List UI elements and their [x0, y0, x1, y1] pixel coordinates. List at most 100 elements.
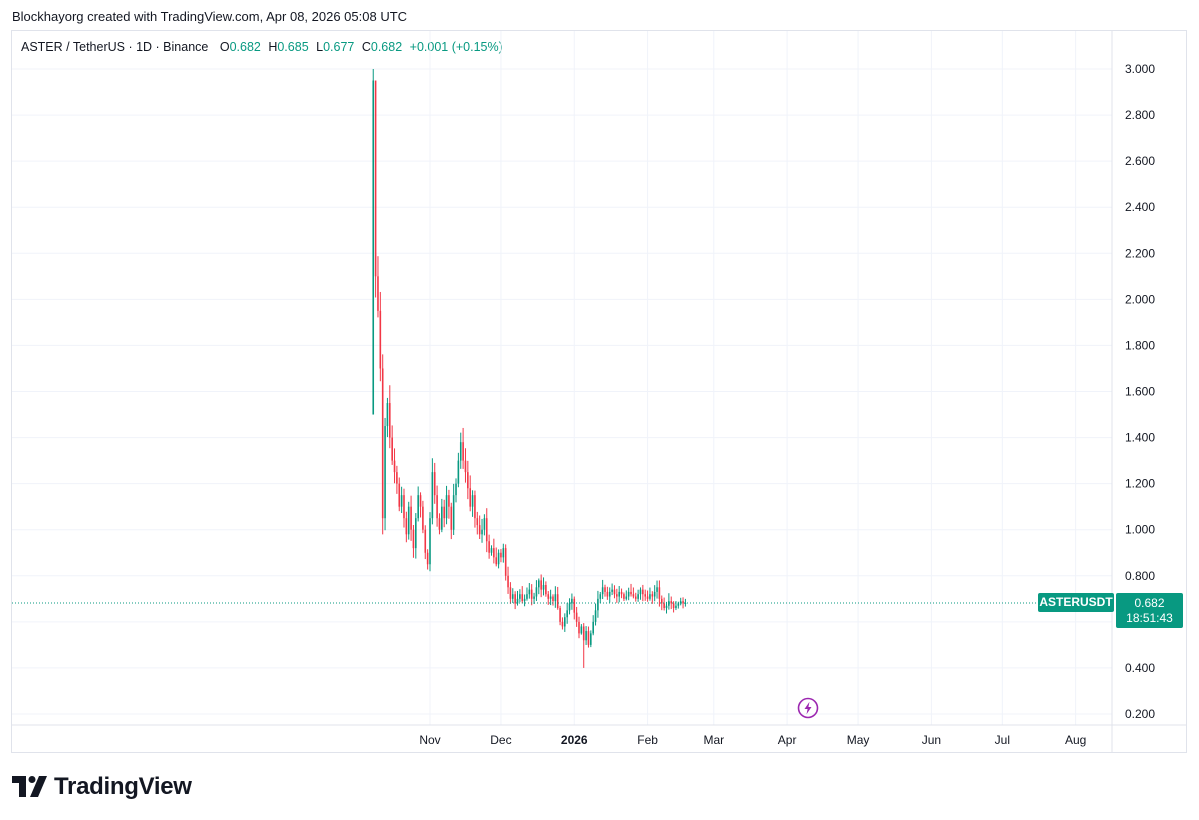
candle-body — [483, 518, 486, 530]
candle-body — [407, 506, 410, 535]
candle-body — [384, 426, 386, 519]
y-tick-label: 2.600 — [1125, 154, 1155, 168]
candle-body — [547, 594, 550, 599]
candle-body — [377, 276, 379, 311]
legend-high-value: 0.685 — [277, 40, 309, 54]
candle-body — [590, 633, 592, 645]
candle-body — [639, 589, 642, 595]
candle-body — [426, 552, 429, 565]
candle-body — [604, 587, 606, 592]
candle-body — [448, 495, 450, 507]
candle-body — [478, 525, 481, 535]
candle-body — [582, 626, 585, 641]
candle-body — [511, 594, 514, 599]
x-tick-label: Feb — [637, 733, 658, 747]
legend-low-label: L — [316, 40, 324, 54]
candle-body — [585, 631, 587, 641]
candle-body — [597, 598, 599, 611]
candle-body — [441, 506, 443, 530]
candle-body — [537, 580, 540, 588]
candle-body — [653, 591, 656, 597]
candle-body — [500, 552, 502, 558]
candle-body — [625, 596, 628, 599]
candle-body — [419, 495, 422, 507]
candle-body — [476, 518, 479, 526]
candle-body — [644, 594, 647, 597]
candle-body — [412, 529, 415, 549]
candle-body — [549, 596, 552, 599]
candle-body — [580, 626, 583, 634]
candle-body — [519, 594, 521, 599]
candle-body — [646, 596, 649, 599]
candle-body — [431, 472, 434, 519]
candle-body — [485, 518, 488, 542]
candle-body — [535, 587, 538, 597]
candle-body — [675, 605, 677, 609]
candle-body — [571, 598, 573, 604]
bar-countdown: 18:51:43 — [1126, 611, 1173, 625]
candle-body — [474, 495, 476, 519]
candle-body — [514, 594, 516, 604]
y-tick-label: 2.800 — [1125, 108, 1155, 122]
candle-body — [623, 594, 625, 599]
candle-body — [672, 603, 675, 609]
x-tick-label: Mar — [703, 733, 724, 747]
candle-body — [606, 591, 609, 597]
candle-body — [528, 589, 531, 595]
last-price-tag: 0.682 18:51:43 — [1116, 593, 1183, 628]
y-tick-label: 1.000 — [1125, 523, 1155, 537]
last-price-value: 0.682 — [1134, 596, 1165, 610]
x-tick-label: Nov — [419, 733, 440, 747]
x-tick-label: May — [847, 733, 870, 747]
candle-body — [436, 495, 438, 519]
symbol-tag: ASTERUSDT — [1038, 593, 1114, 612]
candle-body — [481, 529, 483, 535]
candle-body — [455, 483, 457, 496]
lightning-icon[interactable] — [797, 697, 819, 719]
y-tick-label: 0.800 — [1125, 569, 1155, 583]
candle-body — [665, 605, 668, 609]
candle-body — [398, 483, 401, 507]
candle-body — [684, 602, 687, 604]
candle-body — [592, 621, 594, 634]
candle-body — [403, 495, 405, 519]
candle-body — [504, 548, 507, 576]
candle-body — [459, 442, 462, 461]
y-tick-label: 2.000 — [1125, 292, 1155, 306]
chart-frame — [11, 30, 1187, 753]
candle-body — [656, 587, 658, 592]
candle-body — [651, 594, 654, 597]
legend-symbol[interactable]: ASTER / TetherUS · 1D · Binance — [21, 40, 209, 54]
candle-body — [540, 580, 542, 590]
y-tick-label: 2.200 — [1125, 246, 1155, 260]
x-tick-label: Jun — [922, 733, 941, 747]
candle-body — [530, 589, 533, 599]
candle-body — [443, 506, 445, 519]
candle-body — [663, 603, 665, 609]
x-tick-label: Aug — [1065, 733, 1086, 747]
candle-body — [630, 591, 632, 595]
candle-body — [682, 601, 684, 604]
tradingview-logo[interactable]: TradingView — [12, 772, 192, 802]
candle-body — [393, 460, 396, 473]
legend-change: +0.001 (+0.15%) — [409, 40, 503, 54]
candle-body — [490, 548, 493, 553]
candle-body — [488, 541, 490, 553]
candle-body — [381, 368, 384, 519]
candle-body — [391, 437, 393, 461]
candle-body — [502, 548, 505, 558]
candle-body — [559, 608, 561, 622]
y-tick-label: 1.400 — [1125, 431, 1155, 445]
candle-body — [677, 603, 680, 606]
candle-body — [533, 596, 535, 599]
candles — [372, 69, 687, 668]
candle-body — [467, 472, 469, 489]
candle-body — [658, 587, 661, 599]
candle-body — [516, 598, 519, 604]
y-tick-label: 0.400 — [1125, 661, 1155, 675]
candle-body — [594, 610, 597, 622]
candle-body — [523, 598, 526, 602]
y-tick-label: 2.400 — [1125, 200, 1155, 214]
candle-body — [526, 594, 528, 599]
